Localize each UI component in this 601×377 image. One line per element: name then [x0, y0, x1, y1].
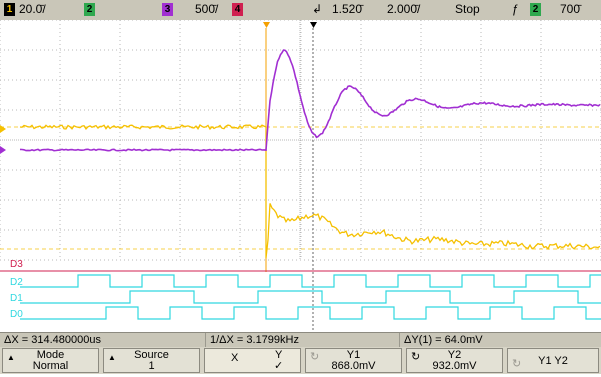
label-d2: D2 — [10, 277, 23, 288]
source-value: 1 — [148, 360, 155, 372]
cursor-readout: ΔX = 314.480000us 1/ΔX = 3.1799kHz ΔY(1)… — [0, 332, 601, 348]
y1-value: 868.0mV — [331, 360, 376, 372]
y1-y2-softkey[interactable]: ↻ Y1 Y2 — [507, 348, 599, 373]
rotate-knob-icon: ↻ — [310, 351, 320, 363]
rotate-knob-icon: ↻ — [512, 358, 522, 370]
y1-y2-label: Y1 Y2 — [538, 355, 568, 367]
y-label: Y — [275, 349, 283, 361]
y2-softkey[interactable]: ↻ Y2 932.0mV — [406, 348, 503, 373]
waveform-display[interactable]: D3 D2 D1 D0 — [0, 20, 601, 332]
y2-label: Y2 — [447, 349, 462, 361]
run-state[interactable]: Stop — [455, 2, 480, 16]
channel-3-ground-marker — [0, 146, 6, 154]
y1-softkey[interactable]: ↻ Y1 868.0mV — [305, 348, 402, 373]
label-d3: D3 — [10, 259, 23, 270]
channel-2-badge: 2 — [84, 3, 95, 17]
mode-softkey[interactable]: ▲ Mode Normal — [2, 348, 99, 373]
label-d1: D1 — [10, 293, 23, 304]
digital-d2-waveform — [20, 274, 601, 288]
channel-1-scale-text: 20.0̄/ — [19, 2, 46, 16]
trigger-edge-icon: ƒ — [512, 2, 519, 16]
trigger-marker-icon: ↲ — [312, 2, 323, 16]
trigger-position-marker — [263, 22, 270, 28]
graticule — [0, 20, 601, 261]
y2-value: 932.0mV — [432, 360, 477, 372]
rotate-knob-icon: ↻ — [411, 351, 421, 363]
channel-2-indicator[interactable]: 2 — [84, 2, 99, 17]
trigger-level[interactable]: 700̄ — [560, 2, 581, 16]
trigger-channel-badge: 2 — [530, 3, 541, 17]
inverse-delta-x-readout: 1/ΔX = 3.1799kHz — [206, 333, 400, 347]
channel-3-badge: 3 — [162, 3, 173, 17]
channel-4-badge: 4 — [232, 3, 243, 17]
channel-1-badge: 1 — [4, 3, 15, 17]
digital-d1-waveform — [20, 290, 601, 304]
channel-3-waveform — [19, 49, 601, 152]
label-d0: D0 — [10, 309, 23, 320]
channel-3-scale[interactable]: 3 500̄/ — [162, 2, 218, 17]
trigger-source[interactable]: 2 — [530, 2, 545, 17]
time-scale[interactable]: 2.000̄/ — [387, 2, 421, 16]
softkey-bar: ▲ Mode Normal ▲ Source 1 X Y ✓ ↻ Y1 868.… — [0, 347, 601, 374]
channel-4-indicator[interactable]: 4 — [232, 2, 247, 17]
x-label: X — [231, 352, 239, 364]
channel-1-scale[interactable]: 1 20.0̄/ — [4, 2, 46, 17]
channel-1-waveform — [19, 124, 601, 259]
mode-label: Mode — [36, 349, 65, 361]
softkey-arrow-icon: ▲ — [108, 353, 116, 362]
xy-softkey[interactable]: X Y ✓ — [204, 348, 301, 373]
channel-3-scale-text: 500̄/ — [195, 2, 219, 16]
time-position[interactable]: 1.520̄ — [332, 2, 363, 16]
delta-x-readout: ΔX = 314.480000us — [0, 333, 206, 347]
mode-value: Normal — [32, 360, 69, 372]
time-reference-marker — [310, 22, 317, 28]
y1-label: Y1 — [346, 349, 361, 361]
softkey-arrow-icon: ▲ — [7, 353, 15, 362]
y-selected-check-icon: ✓ — [274, 360, 284, 372]
source-softkey[interactable]: ▲ Source 1 — [103, 348, 200, 373]
delta-y-readout: ΔY(1) = 64.0mV — [404, 334, 483, 346]
source-label: Source — [134, 349, 169, 361]
digital-d0-waveform — [20, 306, 601, 320]
status-bar: 1 20.0̄/ 2 3 500̄/ 4 ↲ 1.520̄ 2.000̄/ Stop… — [0, 0, 601, 21]
